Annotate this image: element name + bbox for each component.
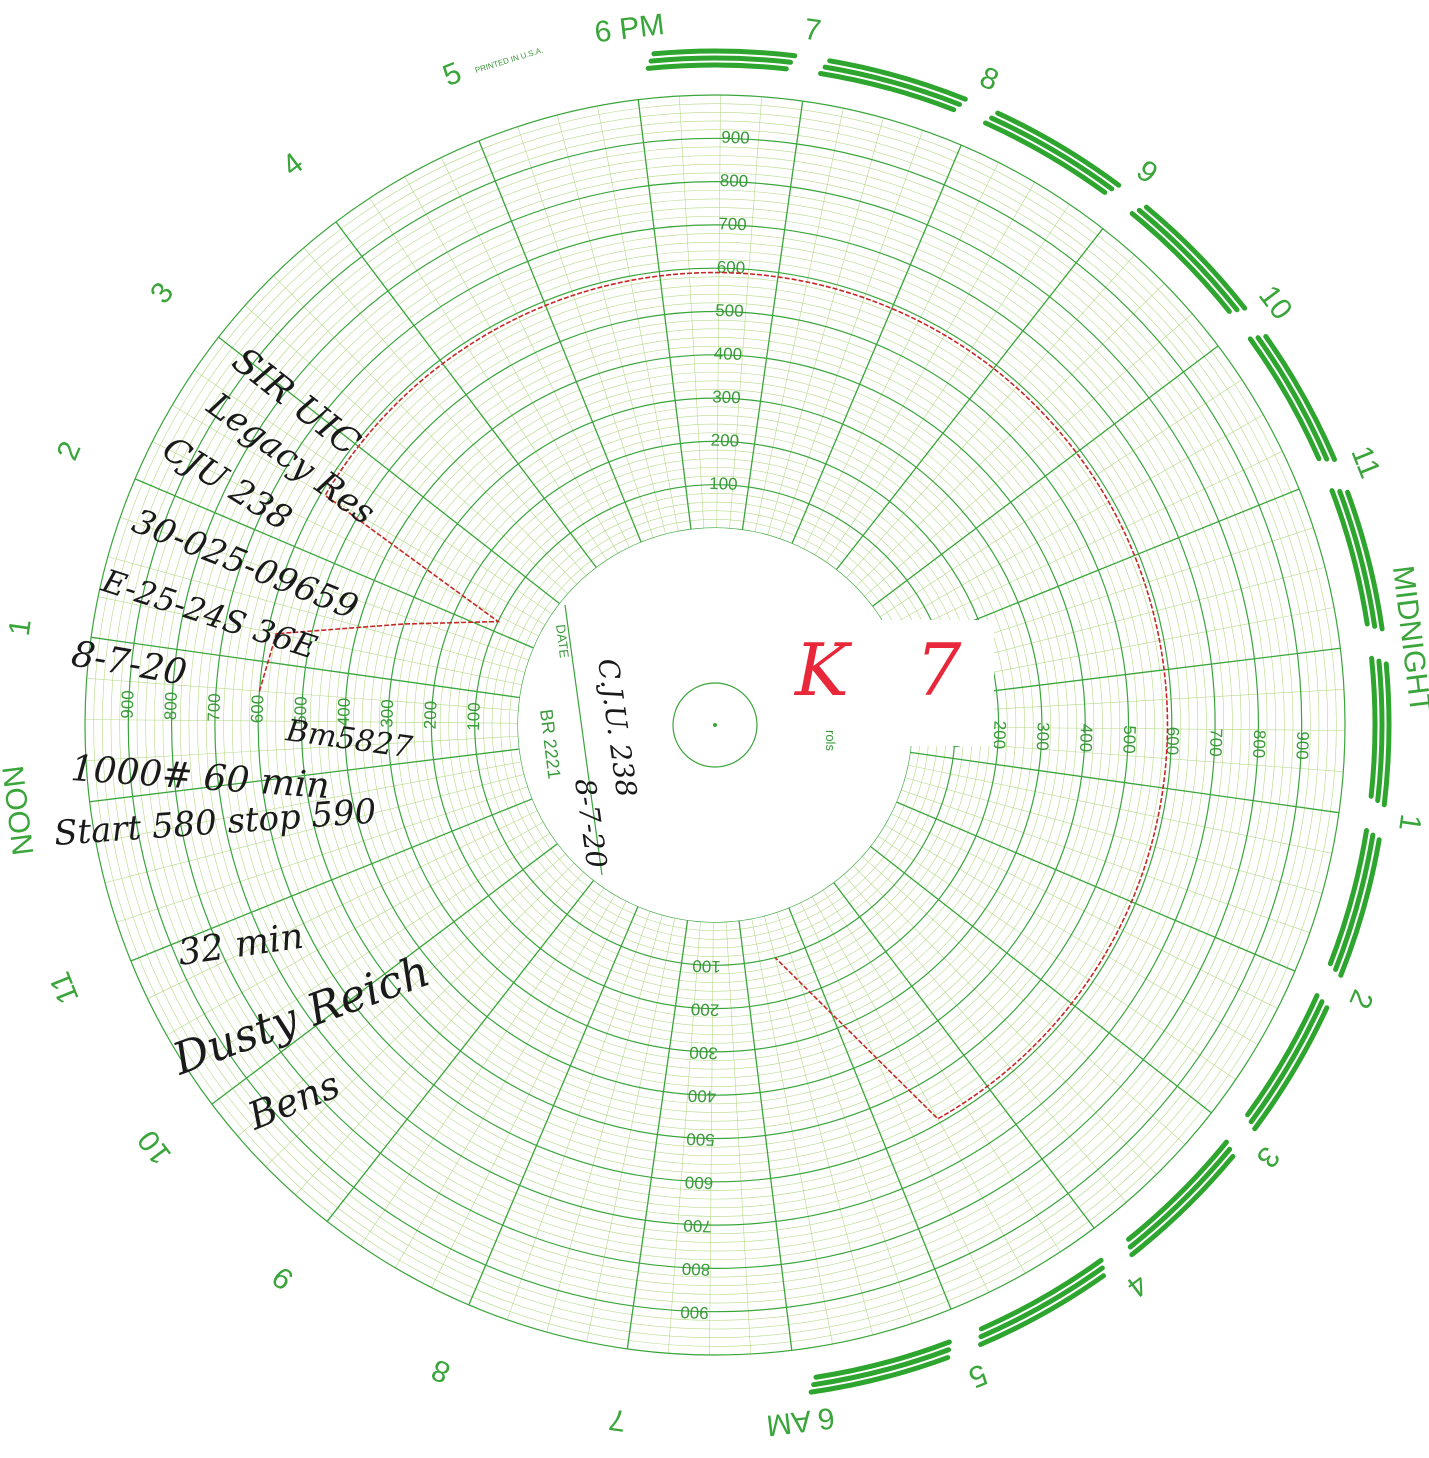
night-band-segment <box>654 51 795 56</box>
scale-label: 400 <box>1076 723 1096 752</box>
night-band-segment <box>1384 664 1389 805</box>
night-band-segment <box>981 1276 1104 1345</box>
hour-label: 11 <box>1344 442 1386 483</box>
scale-label: 900 <box>680 1302 709 1322</box>
scale-label: 700 <box>204 693 224 722</box>
night-band-segment <box>648 65 786 69</box>
scale-label: 600 <box>1163 726 1183 755</box>
night-band-segment <box>1378 661 1382 800</box>
night-band-segment <box>1130 1149 1229 1247</box>
night-band-segment <box>998 113 1119 185</box>
scale-label: 800 <box>1249 729 1269 758</box>
night-band-segment <box>1132 1156 1233 1254</box>
hour-label: 2 <box>1342 985 1379 1013</box>
night-band-segment <box>1371 658 1375 796</box>
scale-label: 800 <box>161 691 181 720</box>
night-band-segment <box>1266 336 1335 459</box>
scale-label: 800 <box>719 171 748 191</box>
scale-label: 100 <box>709 474 738 494</box>
scale-label: 200 <box>691 999 720 1019</box>
night-band-segment <box>1139 210 1237 309</box>
scale-label: 700 <box>718 214 747 234</box>
hour-label: 10 <box>131 1124 177 1171</box>
scale-label: 800 <box>681 1259 710 1279</box>
night-band-segment <box>1255 1008 1327 1129</box>
night-band-segment <box>981 1260 1101 1329</box>
scale-label: 200 <box>710 431 739 451</box>
hour-label: 11 <box>43 967 85 1008</box>
scale-label: 600 <box>685 1173 714 1193</box>
scale-label: 500 <box>1119 725 1139 754</box>
scale-label: 500 <box>686 1129 715 1149</box>
scale-label: 700 <box>683 1216 712 1236</box>
scale-label: 300 <box>712 387 741 407</box>
hour-spoke <box>327 880 594 1221</box>
hour-label: 8 <box>427 1352 455 1389</box>
scale-label: 400 <box>713 344 742 364</box>
hour-label: 4 <box>276 146 309 182</box>
printed-note: PRINTED IN U.S.A. <box>474 46 544 75</box>
scale-label: 300 <box>689 1043 718 1063</box>
hour-label: 3 <box>144 276 180 309</box>
hour-label: 10 <box>1252 280 1298 327</box>
scale-label: 600 <box>716 257 745 277</box>
scale-label: 600 <box>247 695 267 724</box>
scale-label: 400 <box>688 1086 717 1106</box>
hour-label: 1 <box>3 617 38 638</box>
scale-label: 700 <box>1206 728 1226 757</box>
hour-label: 8 <box>975 61 1003 98</box>
hour-label: 5 <box>964 1357 992 1394</box>
scale-label: 900 <box>118 690 138 719</box>
scale-label: 500 <box>715 301 744 321</box>
hour-spoke <box>870 846 1211 1113</box>
scale-label: 100 <box>464 702 484 731</box>
hour-label: 3 <box>1250 1140 1286 1173</box>
night-band-segment <box>651 58 790 62</box>
hour-label: NOON <box>0 764 41 857</box>
scale-label: 300 <box>377 699 397 728</box>
scale-label: 900 <box>1292 731 1312 760</box>
hour-label: 5 <box>438 56 466 93</box>
hour-spoke <box>479 141 641 542</box>
hour-label: 4 <box>1121 1267 1154 1303</box>
hour-spoke <box>789 908 951 1309</box>
hour-label: 7 <box>607 1402 628 1437</box>
hour-label: 2 <box>51 437 88 465</box>
handwritten-line: Bens <box>241 1062 346 1139</box>
hour-label: 6 AM <box>765 1401 837 1442</box>
hour-label: 7 <box>802 13 823 48</box>
night-band-segment <box>1250 339 1319 459</box>
scale-label: 100 <box>692 956 721 976</box>
brand-fragment: rols <box>823 730 838 751</box>
night-band-segment <box>981 1268 1102 1337</box>
hour-label: 9 <box>1130 154 1163 190</box>
night-band-segment <box>1258 338 1327 459</box>
night-band-segment <box>1129 1142 1227 1239</box>
scale-label: 200 <box>421 701 441 730</box>
sticker-text: K 7 <box>795 628 983 712</box>
hour-label: 9 <box>266 1260 299 1296</box>
scale-label: 900 <box>721 128 750 148</box>
night-band-segment <box>1248 996 1317 1115</box>
center-pin <box>713 723 717 727</box>
hour-label: 1 <box>1392 812 1427 833</box>
night-band-segment <box>1146 207 1244 308</box>
hour-spoke <box>836 229 1103 570</box>
scale-label: 300 <box>1033 722 1053 751</box>
night-band-segment <box>1132 214 1229 312</box>
night-band-segment <box>986 123 1105 192</box>
hour-label: 6 PM <box>593 8 667 49</box>
hour-label: MIDNIGHT <box>1386 564 1429 715</box>
